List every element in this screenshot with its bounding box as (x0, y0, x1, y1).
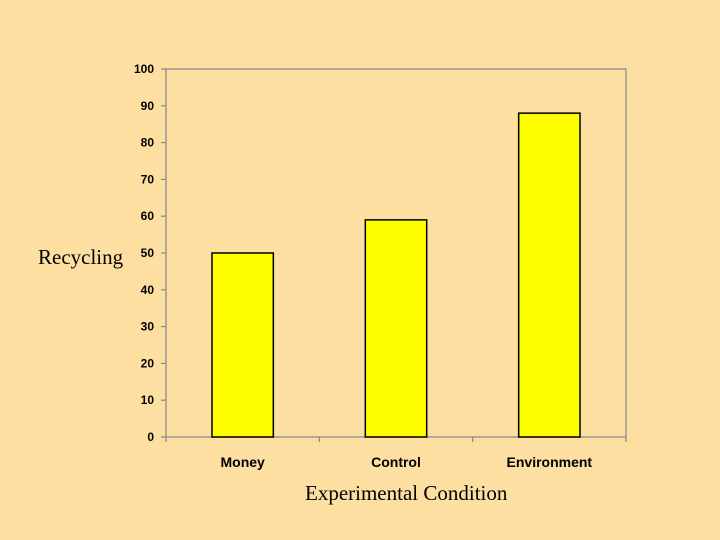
y-tick-label: 80 (141, 136, 155, 150)
y-tick-label: 100 (134, 62, 154, 76)
bar-money (211, 252, 275, 438)
y-tick-label: 60 (141, 209, 155, 223)
x-axis-ticks: Money Control Environment (165, 437, 627, 470)
y-axis-ticks: 0 10 20 30 40 50 60 70 80 90 100 (134, 62, 166, 444)
bar-control (364, 219, 428, 438)
x-axis-title: Experimental Condition (305, 481, 508, 505)
y-tick-label: 70 (141, 172, 155, 186)
x-tick-label: Environment (507, 454, 593, 470)
x-tick-label: Control (371, 454, 421, 470)
y-tick-label: 10 (141, 393, 155, 407)
y-tick-label: 20 (141, 356, 155, 370)
y-tick-label: 50 (141, 246, 155, 260)
bar-environment (517, 112, 581, 438)
x-tick-label: Money (220, 454, 265, 470)
y-tick-label: 0 (147, 430, 154, 444)
y-axis-title: Recycling (38, 245, 124, 269)
y-tick-label: 40 (141, 283, 155, 297)
y-tick-label: 30 (141, 320, 155, 334)
bars (211, 112, 581, 438)
y-tick-label: 90 (141, 99, 155, 113)
